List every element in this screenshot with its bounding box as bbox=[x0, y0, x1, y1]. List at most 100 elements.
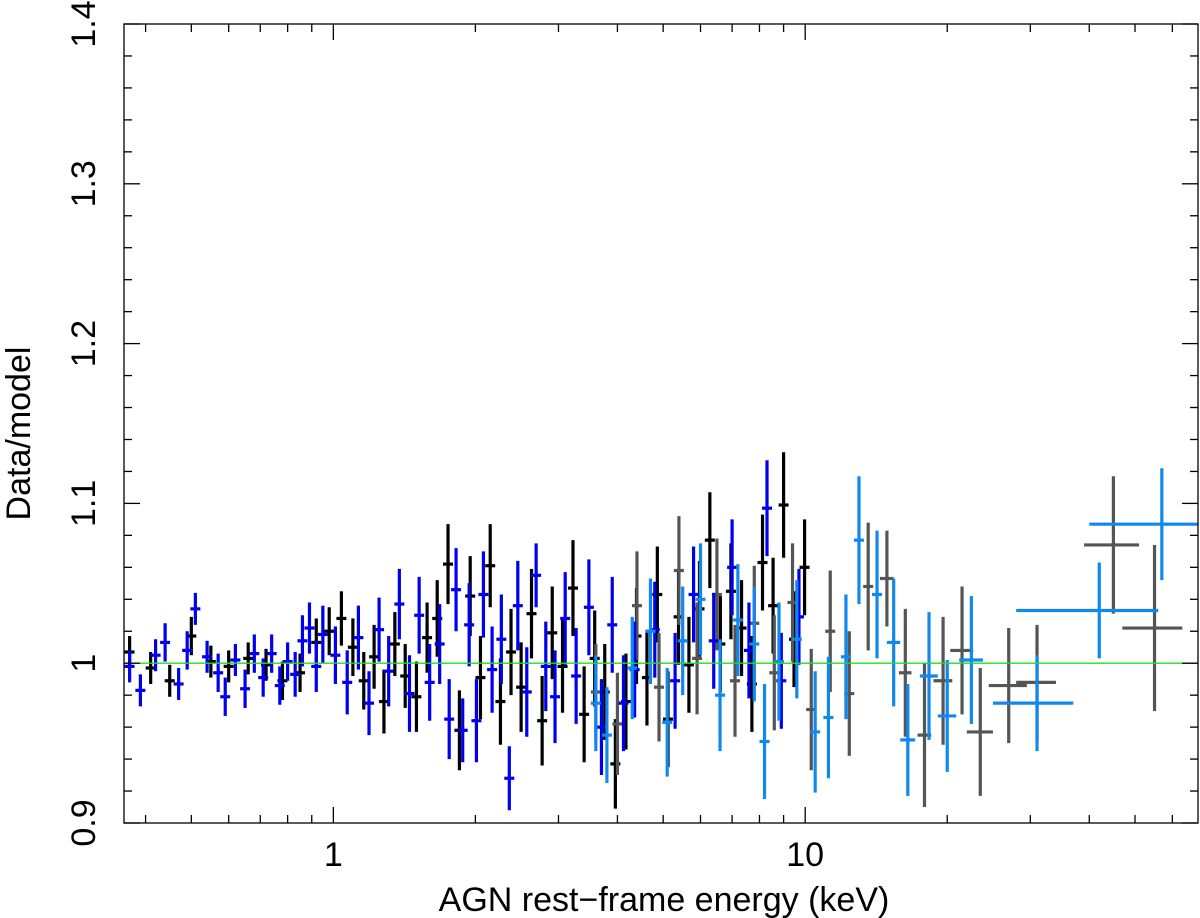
x-tick-labels: 1 10 bbox=[324, 836, 824, 874]
data-point bbox=[810, 671, 821, 793]
data-point bbox=[791, 580, 802, 699]
data-point bbox=[304, 602, 315, 654]
data-point bbox=[330, 626, 341, 684]
data-point bbox=[464, 583, 475, 667]
data-point bbox=[583, 559, 594, 656]
data-point bbox=[560, 572, 571, 665]
series-3 bbox=[124, 460, 804, 811]
data-point bbox=[249, 634, 260, 673]
data-point bbox=[394, 568, 405, 640]
data-point bbox=[732, 564, 743, 676]
data-point bbox=[688, 546, 699, 643]
data-point bbox=[704, 492, 715, 589]
data-point bbox=[537, 675, 548, 766]
data-point bbox=[374, 597, 385, 662]
x-axis-label: AGN rest−frame energy (keV) bbox=[439, 881, 890, 918]
data-point bbox=[282, 642, 293, 681]
data-point bbox=[404, 655, 415, 732]
series-1 bbox=[124, 452, 810, 809]
data-point bbox=[840, 594, 851, 720]
data-point bbox=[596, 679, 607, 776]
data-point bbox=[424, 644, 435, 721]
series-2 bbox=[590, 476, 1183, 808]
data-point bbox=[164, 664, 175, 697]
data-point bbox=[506, 608, 517, 696]
data-point bbox=[799, 519, 810, 616]
y-tick-label: 1.4 bbox=[65, 0, 103, 47]
data-point bbox=[670, 632, 681, 729]
data-point bbox=[645, 578, 656, 684]
data-point bbox=[451, 548, 462, 632]
data-point bbox=[347, 618, 358, 676]
data-point bbox=[353, 605, 364, 670]
data-point bbox=[601, 687, 612, 784]
data-point bbox=[243, 642, 254, 675]
data-point bbox=[773, 602, 784, 721]
data-point bbox=[683, 616, 694, 713]
data-point bbox=[550, 650, 561, 744]
y-tick-label: 1.1 bbox=[65, 480, 103, 527]
data-point bbox=[443, 524, 454, 605]
data-point bbox=[317, 605, 328, 664]
data-point bbox=[297, 615, 308, 667]
data-point bbox=[778, 452, 789, 558]
data-point bbox=[220, 677, 231, 716]
data-point bbox=[612, 672, 623, 776]
data-point bbox=[274, 666, 285, 705]
data-point bbox=[749, 586, 760, 702]
data-point bbox=[213, 653, 224, 692]
data-point bbox=[919, 612, 938, 740]
data-point bbox=[988, 628, 1027, 744]
data-point bbox=[627, 616, 638, 720]
data-point bbox=[757, 514, 768, 611]
data-point bbox=[590, 655, 601, 752]
data-point bbox=[444, 679, 455, 760]
data-point bbox=[526, 568, 537, 659]
data-point bbox=[950, 586, 974, 715]
data-point bbox=[383, 636, 394, 707]
data-point bbox=[631, 551, 642, 661]
data-point bbox=[1016, 562, 1159, 659]
data-point bbox=[422, 602, 433, 673]
data-points-layer bbox=[124, 452, 1198, 811]
data-point bbox=[516, 642, 527, 732]
data-point bbox=[618, 655, 629, 752]
data-point bbox=[230, 644, 241, 676]
data-point bbox=[900, 683, 916, 796]
data-point bbox=[879, 530, 894, 627]
data-point bbox=[160, 623, 171, 662]
data-point bbox=[653, 632, 664, 742]
data-point bbox=[959, 596, 983, 724]
y-tick-label: 0.9 bbox=[65, 799, 103, 846]
data-point bbox=[342, 650, 353, 715]
x-tick-label: 1 bbox=[324, 836, 343, 874]
y-tick-label: 1.3 bbox=[65, 160, 103, 207]
data-point bbox=[933, 616, 953, 745]
data-point bbox=[504, 746, 515, 811]
data-point bbox=[825, 570, 836, 692]
data-point bbox=[966, 667, 993, 796]
data-point bbox=[863, 522, 874, 651]
data-point bbox=[662, 667, 673, 777]
data-point bbox=[1089, 468, 1198, 581]
data-point bbox=[336, 591, 347, 646]
data-point bbox=[571, 628, 582, 724]
data-point bbox=[759, 683, 770, 800]
data-point bbox=[727, 519, 738, 616]
data-point bbox=[240, 669, 251, 708]
data-point bbox=[695, 543, 706, 656]
data-point bbox=[607, 576, 618, 673]
data-point bbox=[414, 576, 425, 654]
data-point bbox=[579, 666, 590, 763]
plot-frame bbox=[123, 23, 1199, 824]
series-4 bbox=[590, 468, 1198, 800]
data-point bbox=[853, 476, 864, 605]
data-point bbox=[567, 540, 578, 637]
data-point bbox=[485, 524, 496, 608]
data-point bbox=[677, 586, 688, 696]
data-point bbox=[992, 655, 1074, 752]
data-point bbox=[557, 620, 568, 713]
data-point bbox=[1084, 476, 1140, 614]
data-point bbox=[540, 621, 551, 712]
